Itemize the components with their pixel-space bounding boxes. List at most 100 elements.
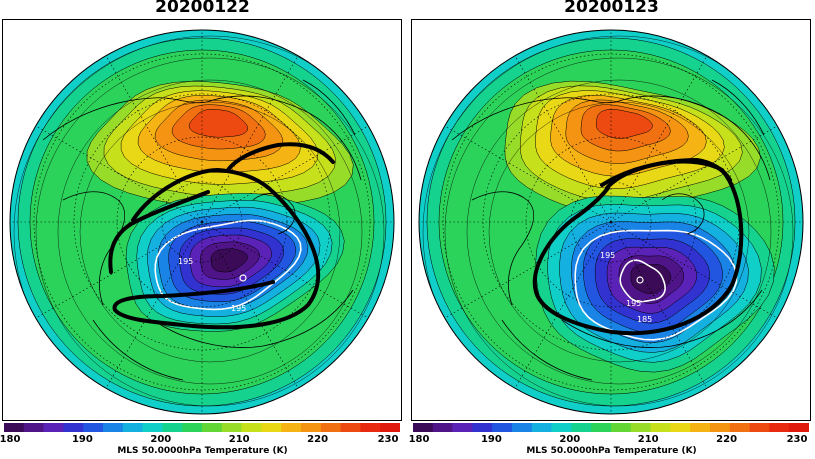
white-contour-195	[239, 274, 247, 282]
contour-label: 195	[231, 304, 246, 313]
colorbar-segment	[729, 423, 750, 432]
colorbar-ticks: 180 190 200 210 220 230	[0, 434, 405, 445]
colorbar-tick-label: 220	[307, 434, 329, 445]
cold-contour	[630, 263, 672, 295]
polar-temperature-map: 195 195	[9, 29, 395, 415]
thick-black-contour	[112, 167, 321, 330]
thick-black-contour	[108, 190, 210, 274]
colorbar-segment	[452, 423, 473, 432]
colorbar	[4, 423, 400, 432]
coastlines	[451, 79, 771, 381]
thin-contour	[488, 101, 750, 363]
colorbar-segment	[690, 423, 711, 432]
colorbar-segment	[413, 423, 434, 432]
contour-label: 195	[178, 257, 193, 266]
thick-black-contour	[605, 157, 732, 190]
colorbar-segment	[63, 423, 84, 432]
colorbar-segment	[512, 423, 533, 432]
meridian-line	[514, 55, 612, 223]
map-date-title: 20200122	[155, 0, 250, 17]
white-contour-195	[619, 259, 666, 303]
colorbar-tick-label: 200	[559, 434, 581, 445]
thin-contour	[13, 35, 394, 414]
white-contour-195	[574, 229, 738, 341]
colorbar-segment	[43, 423, 64, 432]
contour-label: 195	[626, 299, 641, 308]
colorbar-tick-label: 200	[150, 434, 172, 445]
coastline	[451, 95, 771, 181]
colorbar-segment	[103, 423, 124, 432]
colorbar-segment	[202, 423, 223, 432]
map-date-title: 20200123	[564, 0, 659, 17]
coastline	[501, 319, 593, 381]
contour-label: 195	[600, 251, 615, 260]
colorbar-segment	[340, 423, 361, 432]
colorbar-tick-label: 210	[637, 434, 659, 445]
meridian-line	[201, 125, 369, 223]
coastline	[661, 193, 705, 235]
colorbar-segment	[670, 423, 691, 432]
coastline	[711, 79, 765, 136]
coastline	[471, 191, 535, 306]
meridian-line	[610, 125, 778, 223]
coastline	[62, 191, 126, 306]
warm-contour	[595, 109, 653, 139]
colorbar-segment	[630, 423, 651, 432]
colorbar-segment	[710, 423, 731, 432]
colorbar-segment	[611, 423, 632, 432]
colorbar-segment	[432, 423, 453, 432]
colorbar-segment	[162, 423, 183, 432]
polar-temperature-map: 195 185 195	[418, 29, 804, 415]
map-panel-left: 20200122 195 195 180 190 200 210 220 230 MLS 5…	[0, 0, 405, 459]
globe-outline	[418, 29, 804, 415]
colorbar-segment	[531, 423, 552, 432]
colorbar-segment	[142, 423, 163, 432]
colorbar-tick-label: 230	[786, 434, 808, 445]
meridian-line	[514, 221, 612, 389]
colorbar-segment	[281, 423, 302, 432]
colorbar-segment	[23, 423, 44, 432]
meridian-line	[201, 221, 299, 389]
thin-contour	[35, 57, 385, 407]
colorbar-segment	[769, 423, 790, 432]
colorbar-segment	[591, 423, 612, 432]
colorbar-segment	[83, 423, 104, 432]
colorbar-segment	[650, 423, 671, 432]
thin-contour	[444, 57, 794, 407]
colorbar-tick-label: 190	[71, 434, 93, 445]
colorbar-tick-label: 230	[377, 434, 399, 445]
coastline	[302, 79, 356, 136]
coastline	[152, 289, 354, 348]
meridian-line	[35, 221, 203, 319]
colorbar-tick-label: 180	[408, 434, 430, 445]
temperature-field: 195 195	[10, 30, 394, 414]
coastline	[252, 193, 296, 235]
polar-map-frame: 195 185 195	[411, 19, 811, 421]
warm-contour	[188, 109, 249, 138]
colorbar-segment	[4, 423, 25, 432]
temperature-field: 195 185 195	[419, 30, 803, 414]
colorbar-tick-label: 180	[0, 434, 21, 445]
colorbar-tick-label: 220	[716, 434, 738, 445]
thick-black-contour	[226, 142, 335, 172]
coastline	[42, 95, 362, 181]
meridian-line	[610, 221, 708, 389]
colorbar-segment	[492, 423, 513, 432]
meridian-line	[201, 55, 299, 223]
colorbar-segment	[221, 423, 242, 432]
colorbar-segment	[551, 423, 572, 432]
thin-contour	[79, 101, 341, 363]
thin-contour	[57, 79, 363, 385]
globe-outline	[9, 29, 395, 415]
thin-contour	[466, 79, 772, 385]
coastline	[561, 289, 763, 348]
meridian-line	[105, 221, 203, 389]
thin-contour	[422, 35, 803, 414]
colorbar-segment	[571, 423, 592, 432]
colorbar-segment	[472, 423, 493, 432]
colorbar-segment	[749, 423, 770, 432]
colorbar-ticks: 180 190 200 210 220 230	[409, 434, 814, 445]
colorbar-segment	[320, 423, 341, 432]
coastline	[92, 319, 184, 381]
colorbar-segment	[380, 423, 400, 432]
